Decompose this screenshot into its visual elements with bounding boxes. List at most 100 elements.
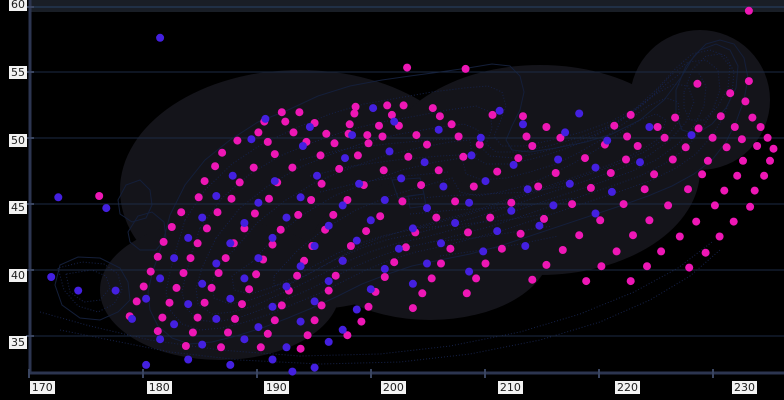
data-point[interactable] [404, 152, 413, 161]
data-point[interactable] [427, 274, 436, 283]
data-point[interactable] [247, 135, 256, 144]
data-point[interactable] [582, 277, 591, 286]
data-point[interactable] [423, 204, 431, 213]
data-point[interactable] [277, 108, 286, 117]
data-point[interactable] [348, 131, 357, 140]
data-point[interactable] [701, 248, 710, 257]
data-point[interactable] [439, 182, 448, 191]
data-point[interactable] [254, 198, 263, 207]
data-point[interactable] [179, 269, 188, 277]
data-point[interactable] [263, 329, 272, 338]
data-point[interactable] [668, 155, 677, 164]
data-point[interactable] [447, 120, 456, 129]
data-point[interactable] [394, 244, 403, 253]
data-point[interactable] [153, 252, 162, 261]
data-point[interactable] [338, 201, 347, 210]
data-point[interactable] [146, 267, 155, 276]
data-point[interactable] [607, 187, 616, 196]
data-point[interactable] [329, 210, 338, 219]
data-point[interactable] [214, 269, 223, 277]
data-point[interactable] [472, 274, 481, 283]
data-point[interactable] [303, 331, 312, 340]
data-point[interactable] [493, 167, 502, 176]
data-point[interactable] [346, 242, 355, 250]
data-point[interactable] [156, 33, 165, 42]
data-point[interactable] [575, 109, 584, 118]
data-point[interactable] [218, 148, 227, 157]
data-point[interactable] [212, 259, 221, 268]
data-point[interactable] [671, 113, 680, 122]
data-point[interactable] [295, 108, 304, 117]
data-point[interactable] [47, 273, 56, 281]
data-point[interactable] [568, 200, 577, 209]
data-point[interactable] [296, 317, 305, 326]
data-point[interactable] [170, 320, 179, 329]
data-point[interactable] [467, 151, 476, 160]
data-point[interactable] [495, 106, 504, 115]
data-point[interactable] [316, 151, 325, 160]
data-point[interactable] [684, 185, 692, 194]
data-point[interactable] [268, 233, 277, 242]
data-point[interactable] [729, 217, 738, 226]
data-point[interactable] [341, 154, 349, 163]
data-point[interactable] [401, 243, 410, 252]
data-point[interactable] [428, 104, 437, 113]
data-point[interactable] [403, 63, 412, 72]
data-point[interactable] [250, 209, 259, 218]
data-point[interactable] [193, 239, 202, 248]
data-point[interactable] [597, 262, 606, 271]
data-point[interactable] [694, 124, 703, 133]
data-point[interactable] [296, 193, 305, 202]
data-point[interactable] [507, 206, 516, 215]
data-point[interactable] [636, 158, 644, 167]
data-point[interactable] [338, 325, 347, 334]
data-point[interactable] [270, 177, 279, 186]
data-point[interactable] [446, 244, 455, 253]
data-point[interactable] [240, 219, 249, 227]
data-point[interactable] [756, 123, 765, 131]
data-point[interactable] [739, 156, 747, 165]
data-point[interactable] [177, 208, 186, 217]
data-point[interactable] [581, 154, 589, 163]
data-point[interactable] [231, 314, 239, 323]
data-point[interactable] [565, 179, 574, 188]
data-point[interactable] [159, 237, 168, 246]
data-point[interactable] [633, 142, 642, 150]
data-point[interactable] [288, 163, 297, 172]
data-point[interactable] [170, 254, 179, 263]
data-point[interactable] [380, 264, 389, 273]
data-point[interactable] [252, 270, 261, 279]
data-point[interactable] [454, 132, 463, 141]
data-point[interactable] [476, 133, 485, 142]
data-point[interactable] [650, 170, 659, 179]
data-point[interactable] [432, 213, 441, 222]
data-point[interactable] [213, 208, 222, 217]
data-point[interactable] [681, 143, 690, 152]
data-point[interactable] [310, 316, 319, 325]
data-point[interactable] [519, 120, 527, 129]
data-point[interactable] [687, 131, 696, 140]
data-point[interactable] [324, 277, 333, 286]
data-point[interactable] [376, 212, 385, 221]
data-point[interactable] [207, 283, 216, 292]
data-point[interactable] [408, 279, 417, 288]
data-point[interactable] [193, 313, 202, 322]
data-point[interactable] [408, 224, 417, 233]
data-point[interactable] [575, 231, 584, 240]
data-point[interactable] [398, 197, 407, 206]
data-point[interactable] [481, 177, 490, 186]
data-point[interactable] [139, 282, 148, 291]
data-point[interactable] [265, 194, 273, 203]
data-point[interactable] [212, 314, 221, 323]
data-point[interactable] [380, 273, 389, 281]
data-point[interactable] [479, 247, 488, 256]
data-point[interactable] [378, 132, 387, 141]
data-point[interactable] [282, 343, 291, 352]
data-point[interactable] [434, 166, 443, 175]
data-point[interactable] [551, 169, 560, 177]
data-point[interactable] [366, 216, 375, 225]
data-point[interactable] [263, 137, 272, 146]
data-point[interactable] [353, 151, 362, 160]
data-point[interactable] [95, 192, 104, 200]
